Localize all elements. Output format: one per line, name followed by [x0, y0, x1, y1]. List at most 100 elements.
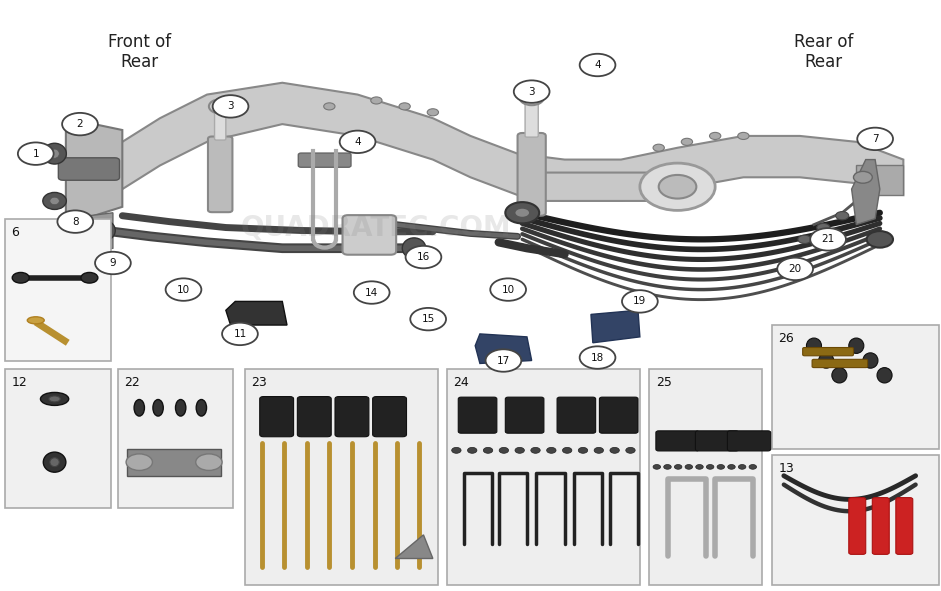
Circle shape — [18, 142, 54, 165]
Ellipse shape — [43, 223, 67, 238]
Circle shape — [452, 447, 461, 453]
Circle shape — [836, 212, 849, 220]
Polygon shape — [591, 310, 640, 343]
Text: 14: 14 — [365, 288, 378, 297]
Ellipse shape — [40, 392, 69, 405]
FancyBboxPatch shape — [772, 455, 939, 585]
Text: 10: 10 — [177, 285, 190, 294]
Ellipse shape — [849, 338, 864, 353]
Circle shape — [95, 252, 131, 274]
FancyBboxPatch shape — [298, 153, 351, 167]
Circle shape — [126, 454, 152, 470]
Circle shape — [547, 447, 556, 453]
Circle shape — [515, 447, 524, 453]
Circle shape — [695, 465, 703, 469]
Circle shape — [519, 90, 544, 105]
FancyBboxPatch shape — [896, 498, 913, 554]
FancyBboxPatch shape — [5, 369, 111, 508]
FancyBboxPatch shape — [541, 173, 682, 201]
Ellipse shape — [806, 338, 821, 353]
Circle shape — [515, 208, 530, 217]
Circle shape — [399, 103, 410, 110]
Circle shape — [486, 349, 521, 372]
Text: Rear of
Rear: Rear of Rear — [793, 33, 853, 72]
Ellipse shape — [196, 400, 206, 416]
Ellipse shape — [863, 353, 878, 368]
Polygon shape — [66, 213, 113, 260]
Circle shape — [410, 308, 446, 330]
Circle shape — [468, 447, 477, 453]
Ellipse shape — [50, 457, 59, 467]
Text: 15: 15 — [422, 314, 435, 324]
Circle shape — [610, 447, 619, 453]
FancyBboxPatch shape — [505, 397, 544, 433]
Text: 4: 4 — [594, 60, 601, 70]
Circle shape — [499, 447, 508, 453]
Circle shape — [12, 272, 29, 283]
Circle shape — [490, 278, 526, 301]
Text: 7: 7 — [871, 134, 879, 144]
FancyBboxPatch shape — [343, 215, 396, 255]
Circle shape — [484, 447, 493, 453]
Circle shape — [653, 465, 661, 469]
Circle shape — [580, 54, 615, 76]
Circle shape — [81, 272, 98, 283]
Ellipse shape — [43, 143, 67, 164]
Circle shape — [810, 228, 846, 251]
Circle shape — [717, 465, 725, 469]
Circle shape — [406, 246, 441, 268]
Text: 10: 10 — [502, 285, 515, 294]
FancyBboxPatch shape — [458, 397, 497, 433]
Text: 3: 3 — [227, 102, 234, 111]
Circle shape — [675, 465, 682, 469]
FancyBboxPatch shape — [599, 397, 638, 433]
Polygon shape — [94, 83, 903, 201]
FancyBboxPatch shape — [215, 105, 226, 140]
FancyBboxPatch shape — [58, 158, 120, 180]
Polygon shape — [856, 165, 903, 195]
Ellipse shape — [49, 396, 60, 402]
Circle shape — [749, 465, 757, 469]
Circle shape — [57, 210, 93, 233]
Circle shape — [710, 132, 721, 139]
Text: 17: 17 — [497, 356, 510, 365]
Ellipse shape — [152, 400, 164, 416]
Text: 20: 20 — [789, 264, 802, 274]
Circle shape — [685, 465, 693, 469]
Ellipse shape — [50, 197, 59, 204]
Ellipse shape — [134, 400, 145, 416]
FancyBboxPatch shape — [5, 219, 111, 361]
Text: 25: 25 — [656, 376, 672, 389]
FancyBboxPatch shape — [335, 397, 369, 437]
FancyBboxPatch shape — [803, 348, 853, 356]
Circle shape — [663, 465, 671, 469]
FancyBboxPatch shape — [872, 498, 889, 554]
Circle shape — [622, 290, 658, 313]
Text: 9: 9 — [109, 258, 117, 268]
Circle shape — [213, 95, 248, 118]
Text: 13: 13 — [778, 462, 794, 475]
Ellipse shape — [27, 317, 44, 324]
FancyBboxPatch shape — [297, 397, 331, 437]
Text: 8: 8 — [72, 217, 79, 226]
Circle shape — [580, 346, 615, 369]
FancyBboxPatch shape — [849, 498, 866, 554]
FancyBboxPatch shape — [260, 397, 294, 437]
Text: 16: 16 — [417, 252, 430, 262]
Circle shape — [727, 465, 735, 469]
Circle shape — [857, 128, 893, 150]
Text: 21: 21 — [821, 235, 835, 244]
FancyBboxPatch shape — [208, 137, 232, 212]
Text: 18: 18 — [591, 353, 604, 362]
Ellipse shape — [92, 220, 116, 241]
FancyBboxPatch shape — [525, 96, 538, 137]
FancyBboxPatch shape — [727, 431, 771, 451]
Circle shape — [324, 103, 335, 110]
Circle shape — [196, 454, 222, 470]
Ellipse shape — [832, 368, 847, 383]
Circle shape — [427, 109, 439, 116]
FancyBboxPatch shape — [373, 397, 407, 437]
Circle shape — [867, 231, 893, 248]
FancyBboxPatch shape — [557, 397, 596, 433]
Text: 3: 3 — [528, 87, 535, 96]
